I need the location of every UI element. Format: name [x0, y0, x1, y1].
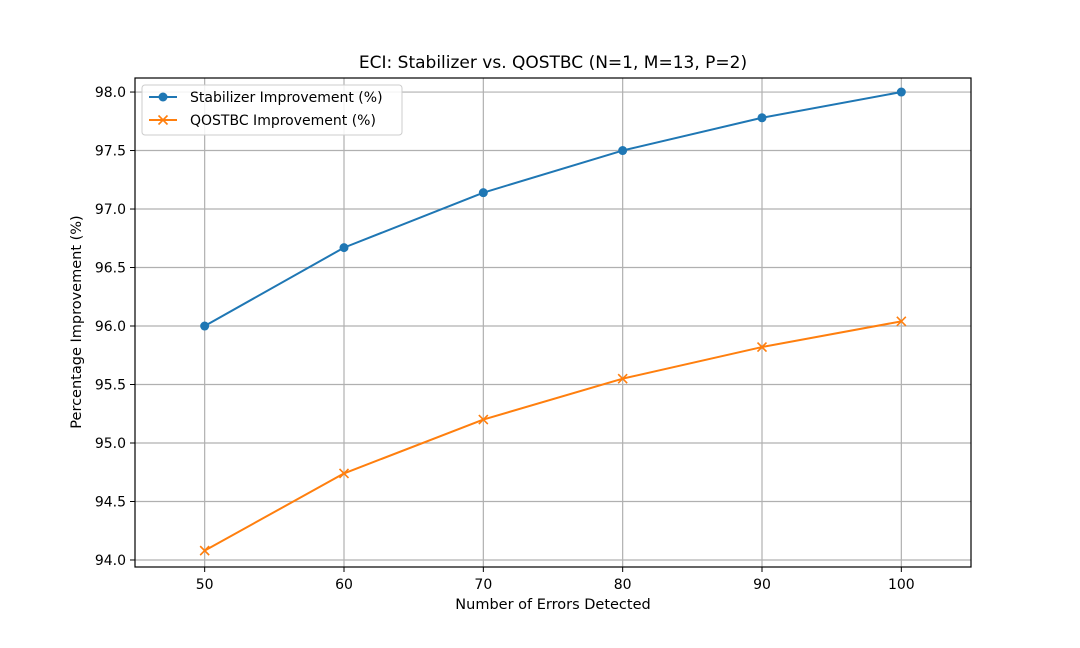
chart-title: ECI: Stabilizer vs. QOSTBC (N=1, M=13, P… — [359, 53, 747, 73]
data-point-stabilizer — [896, 87, 906, 97]
x-tick-label: 90 — [753, 577, 771, 593]
data-point-stabilizer — [757, 113, 767, 123]
x-tick-label: 80 — [614, 577, 632, 593]
data-point-stabilizer — [478, 188, 488, 198]
y-tick-label: 95.0 — [95, 436, 126, 452]
x-tick-label: 50 — [196, 577, 214, 593]
y-tick-label: 96.5 — [95, 261, 126, 277]
y-tick-label: 94.5 — [95, 494, 126, 510]
data-point-qostbc — [756, 342, 768, 353]
x-tick-label: 100 — [888, 577, 915, 593]
series-line-qostbc — [204, 320, 902, 552]
y-tick-label: 94.0 — [95, 553, 126, 569]
data-point-stabilizer — [200, 321, 210, 331]
legend-label-qostbc: QOSTBC Improvement (%) — [190, 113, 376, 129]
series-line-stabilizer — [204, 91, 902, 327]
data-point-qostbc — [338, 468, 350, 479]
y-axis-label: Percentage Improvement (%) — [69, 215, 85, 428]
x-tick-label: 70 — [474, 577, 492, 593]
data-point-qostbc — [617, 373, 628, 384]
data-point-qostbc — [199, 545, 210, 556]
y-tick-label: 97.5 — [95, 144, 126, 160]
data-point-qostbc — [896, 316, 907, 327]
ticks-layer: 50 60 70 80 90 100 94.0 94.5 95.0 95.5 96.0 96.5 97.… — [95, 85, 915, 593]
data-point-stabilizer — [618, 146, 628, 156]
y-tick-label: 96.0 — [95, 319, 126, 335]
legend: Stabilizer Improvement (%) QOSTBC Improv… — [141, 84, 403, 136]
y-tick-label: 98.0 — [95, 85, 126, 101]
legend-box — [141, 84, 403, 136]
grid-layer — [135, 78, 971, 567]
legend-marker-qostbc — [157, 114, 169, 126]
y-tick-label: 97.0 — [95, 202, 126, 218]
legend-marker-stabilizer — [158, 92, 168, 102]
data-point-qostbc — [478, 414, 489, 425]
y-tick-label: 95.5 — [95, 378, 126, 394]
legend-label-stabilizer: Stabilizer Improvement (%) — [190, 90, 383, 106]
plot-area-frame — [134, 77, 972, 568]
series-layer — [199, 87, 907, 556]
data-point-stabilizer — [339, 243, 349, 253]
x-tick-label: 60 — [335, 577, 353, 593]
x-axis-label: Number of Errors Detected — [455, 597, 650, 613]
